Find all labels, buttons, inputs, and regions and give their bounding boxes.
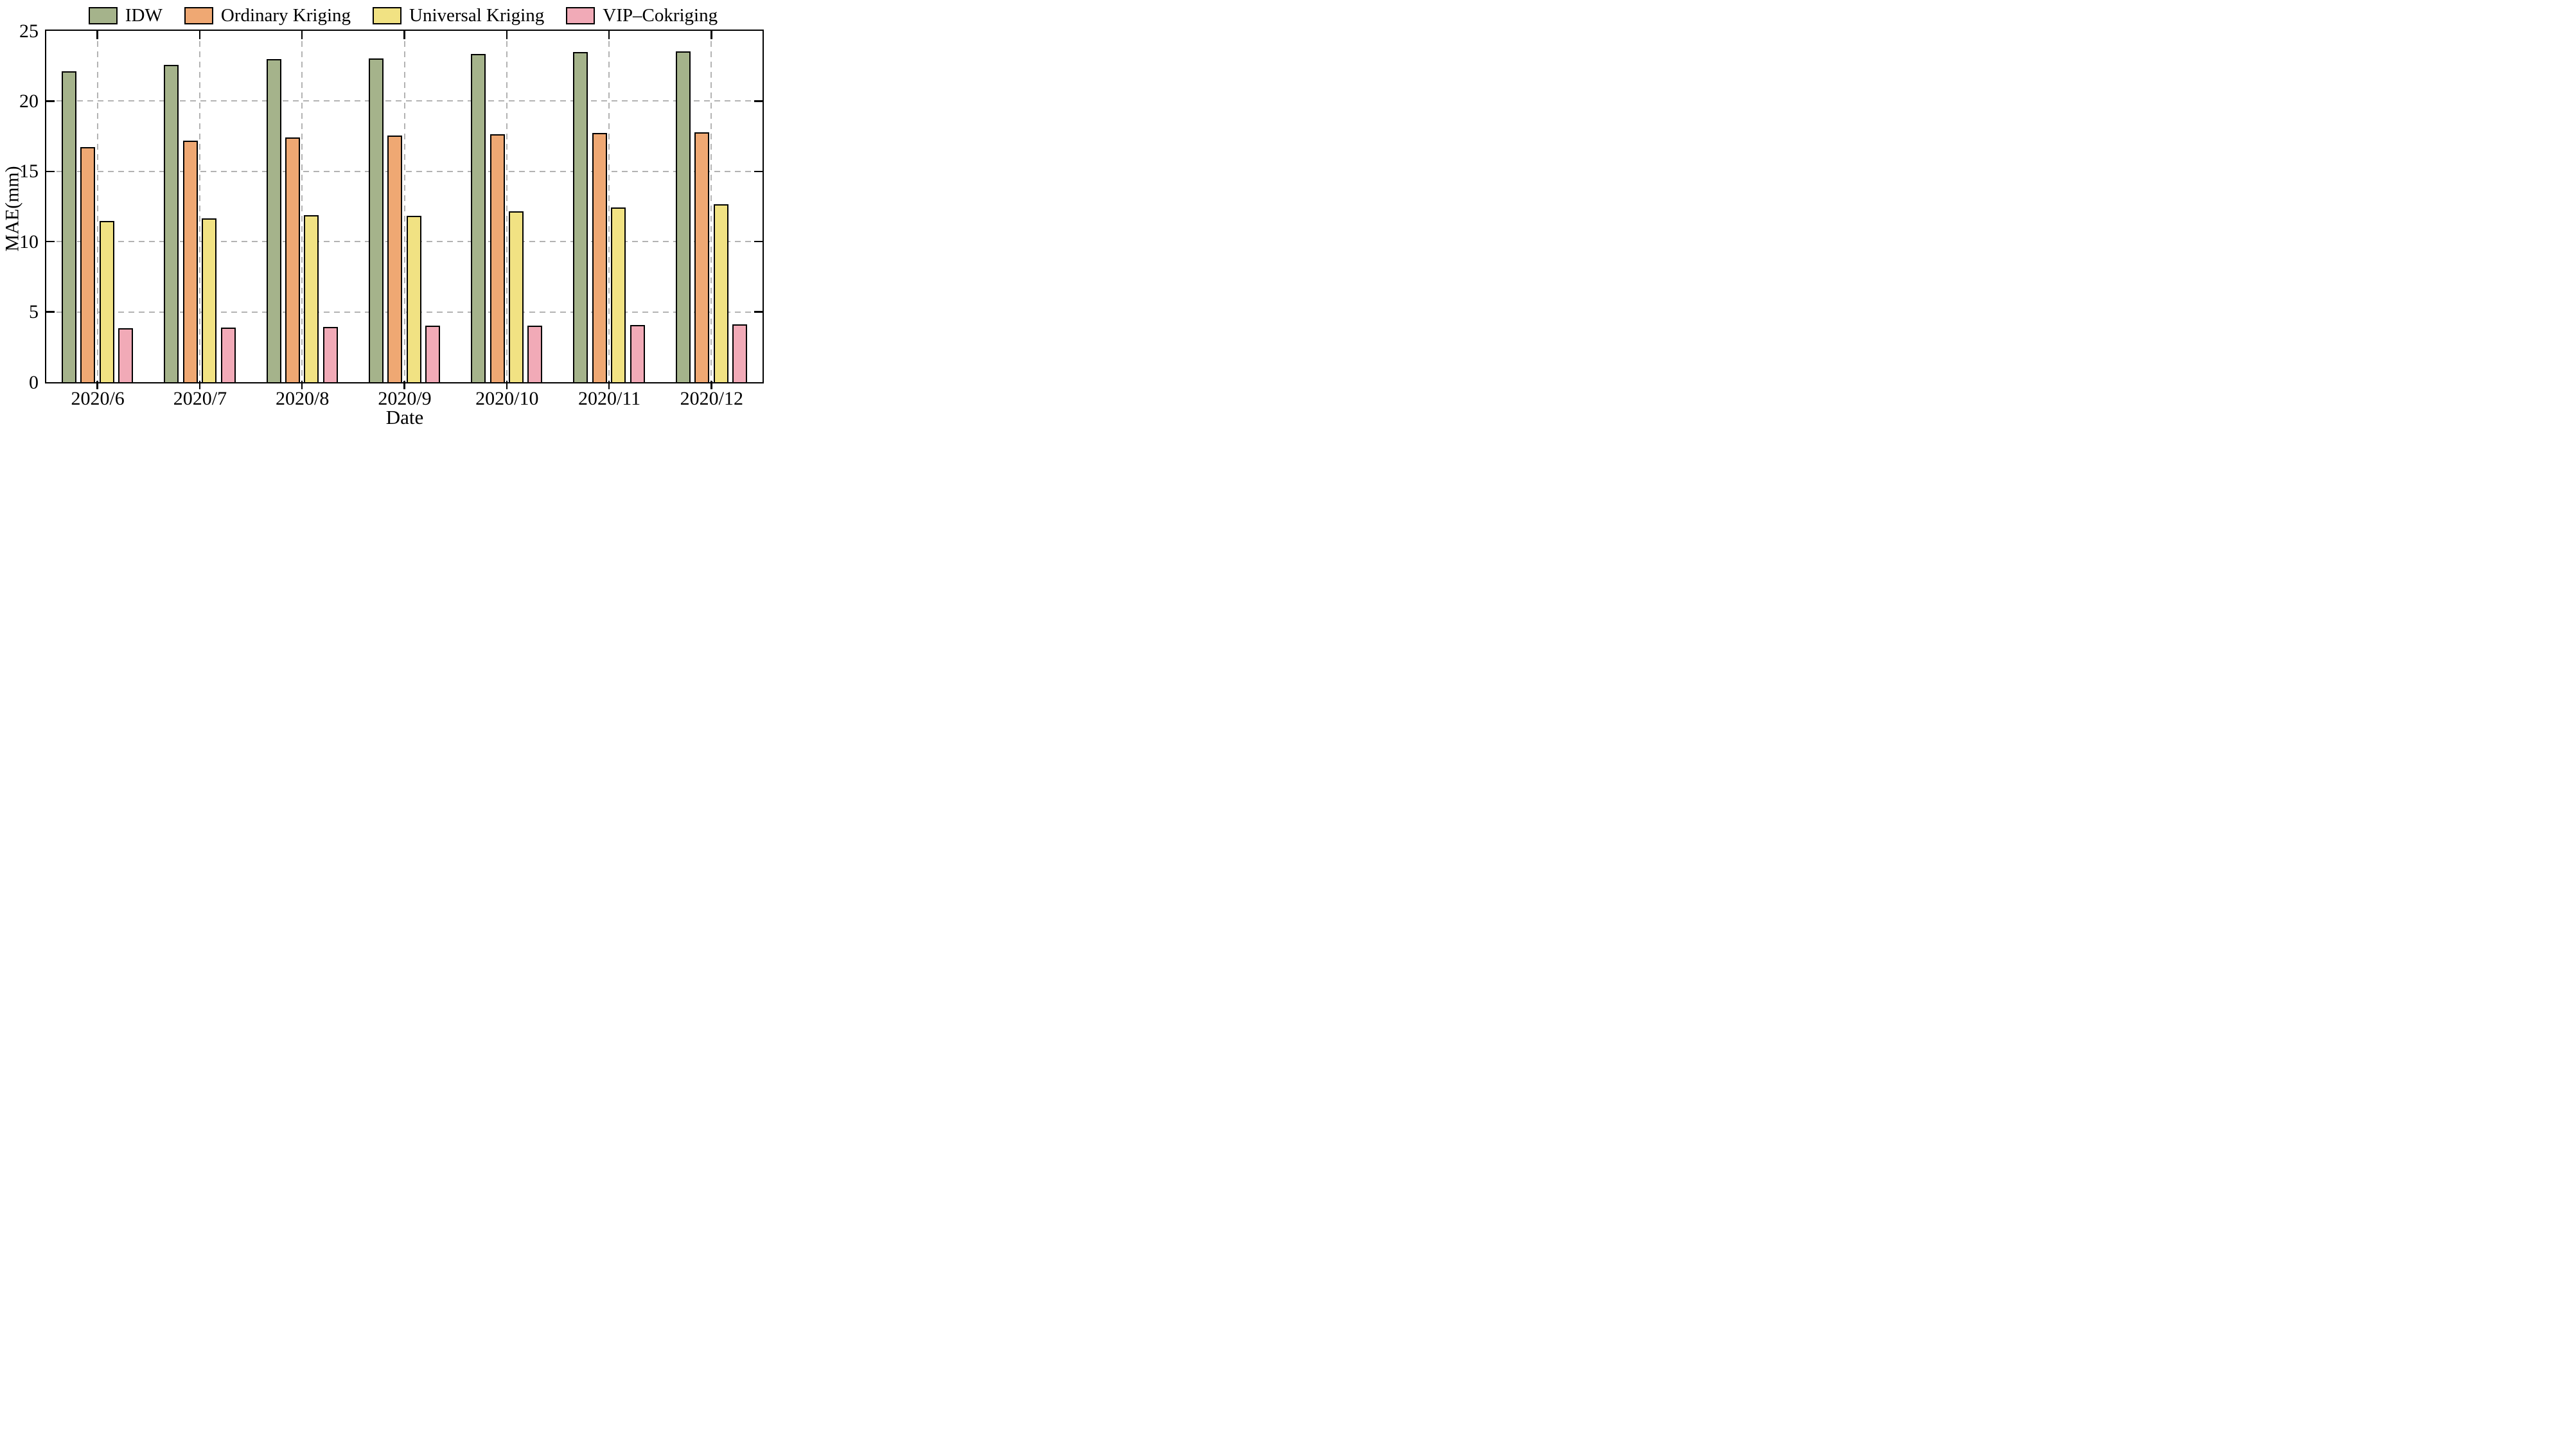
y-tick-label-15: 15	[19, 161, 39, 182]
bar-vip-cokriging-2020-10	[527, 326, 543, 382]
y-tick-label-20: 20	[19, 90, 39, 112]
bar-vip-cokriging-2020-7	[220, 327, 236, 382]
v-gridline-2020-11	[608, 31, 610, 382]
bar-universal-kriging-2020-8	[304, 215, 319, 382]
y-tick-label-10: 10	[19, 231, 39, 252]
left-tick-10	[46, 240, 55, 243]
bottom-tick-2020-10	[506, 381, 508, 389]
bar-universal-kriging-2020-7	[202, 218, 217, 382]
bar-idw-2020-10	[471, 54, 486, 382]
right-tick-20	[754, 100, 763, 102]
v-gridline-2020-8	[301, 31, 303, 382]
legend-swatch-universal-kriging	[373, 6, 402, 24]
bar-universal-kriging-2020-6	[99, 221, 114, 382]
y-tick-label-0: 0	[29, 371, 39, 393]
legend-label-universal-kriging: Universal Kriging	[409, 5, 545, 26]
right-tick-10	[754, 240, 763, 243]
x-tick-label-2020-9: 2020/9	[378, 388, 432, 409]
legend-swatch-ordinary-kriging	[184, 6, 213, 24]
plot-area	[45, 30, 764, 389]
bar-idw-2020-12	[675, 51, 691, 382]
bar-idw-2020-6	[62, 71, 77, 382]
top-tick-2020-6	[96, 31, 98, 39]
v-gridline-2020-7	[198, 31, 200, 382]
x-tick-label-2020-11: 2020/11	[578, 388, 641, 409]
bar-vip-cokriging-2020-9	[425, 326, 441, 382]
bar-chart-figure: IDW Ordinary Kriging Universal Kriging VIP–…	[0, 0, 773, 430]
bar-vip-cokriging-2020-11	[630, 325, 645, 382]
x-tick-label-2020-12: 2020/12	[680, 388, 744, 409]
bar-universal-kriging-2020-11	[611, 207, 626, 382]
left-tick-15	[46, 170, 55, 173]
chart-legend: IDW Ordinary Kriging Universal Kriging VIP–…	[45, 4, 761, 27]
left-tick-20	[46, 100, 55, 102]
x-tick-label-2020-6: 2020/6	[71, 388, 125, 409]
top-tick-2020-9	[403, 31, 405, 39]
y-axis-title: MAE(mm)	[1, 166, 23, 252]
x-tick-label-2020-7: 2020/7	[173, 388, 227, 409]
bar-vip-cokriging-2020-12	[732, 324, 747, 382]
legend-label-idw: IDW	[125, 5, 163, 26]
bar-idw-2020-7	[164, 64, 179, 382]
bar-ordinary-kriging-2020-10	[490, 134, 505, 382]
bar-ordinary-kriging-2020-7	[182, 140, 198, 382]
bar-universal-kriging-2020-12	[713, 204, 728, 382]
bar-vip-cokriging-2020-8	[322, 326, 338, 382]
bottom-tick-2020-11	[608, 381, 610, 389]
ticks-layer	[46, 31, 763, 389]
bottom-tick-2020-7	[198, 381, 201, 389]
y-tick-label-5: 5	[29, 301, 39, 323]
bar-ordinary-kriging-2020-8	[285, 137, 300, 382]
right-tick-5	[754, 311, 763, 313]
bottom-tick-2020-12	[710, 381, 712, 389]
top-tick-2020-8	[301, 31, 303, 39]
legend-entry-idw: IDW	[88, 4, 163, 27]
bar-ordinary-kriging-2020-6	[80, 146, 96, 382]
bar-universal-kriging-2020-10	[508, 211, 524, 382]
x-tick-label-2020-8: 2020/8	[276, 388, 330, 409]
legend-swatch-idw	[88, 6, 118, 24]
top-tick-2020-11	[608, 31, 610, 39]
legend-entry-vip-cokriging: VIP–Cokriging	[566, 4, 718, 27]
v-gridline-2020-9	[403, 31, 405, 382]
x-axis-title: Date	[385, 406, 424, 428]
legend-label-ordinary-kriging: Ordinary Kriging	[220, 5, 351, 26]
v-gridline-2020-12	[710, 31, 712, 382]
top-tick-2020-12	[710, 31, 712, 39]
y-tick-label-25: 25	[19, 20, 39, 42]
right-tick-15	[754, 170, 763, 173]
x-tick-label-2020-10: 2020/10	[475, 388, 539, 409]
bar-vip-cokriging-2020-6	[118, 328, 134, 382]
legend-swatch-vip-cokriging	[566, 6, 595, 24]
v-gridline-2020-10	[506, 31, 507, 382]
legend-label-vip-cokriging: VIP–Cokriging	[603, 5, 718, 26]
bar-idw-2020-8	[266, 58, 281, 382]
bar-ordinary-kriging-2020-11	[592, 132, 607, 382]
top-tick-2020-7	[198, 31, 201, 39]
legend-entry-ordinary-kriging: Ordinary Kriging	[184, 4, 351, 27]
left-tick-5	[46, 311, 55, 313]
bar-ordinary-kriging-2020-9	[387, 136, 403, 382]
legend-entry-universal-kriging: Universal Kriging	[373, 4, 544, 27]
top-tick-2020-10	[506, 31, 508, 39]
bottom-tick-2020-8	[301, 381, 303, 389]
bar-idw-2020-9	[368, 58, 384, 382]
v-gridline-2020-6	[96, 31, 98, 382]
gridlines-layer	[46, 31, 763, 382]
bar-universal-kriging-2020-9	[406, 215, 421, 382]
bar-idw-2020-11	[573, 51, 588, 382]
bottom-tick-2020-6	[96, 381, 98, 389]
bar-ordinary-kriging-2020-12	[694, 132, 710, 382]
bars-layer	[46, 31, 763, 382]
bottom-tick-2020-9	[403, 381, 405, 389]
